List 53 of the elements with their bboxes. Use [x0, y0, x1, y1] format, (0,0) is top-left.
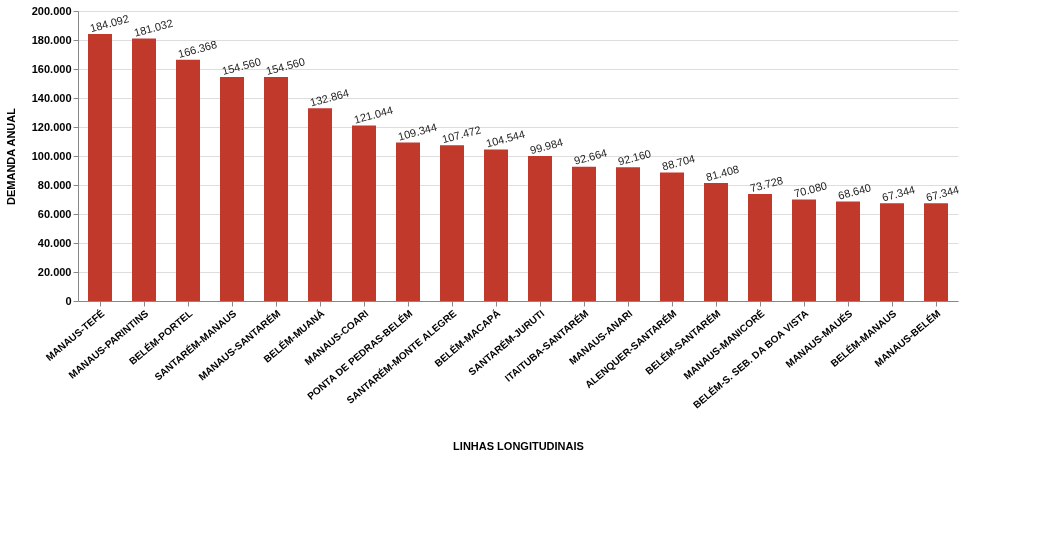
bar	[836, 201, 860, 301]
data-label: 154.560	[264, 55, 307, 78]
bar	[528, 156, 552, 301]
data-label: 104.544	[484, 127, 527, 150]
y-tick-label: 40.000	[37, 236, 72, 249]
bar	[704, 182, 728, 301]
data-label: 184.092	[88, 12, 131, 35]
data-label: 88.704	[660, 152, 697, 173]
bar	[924, 203, 948, 301]
bar	[484, 149, 508, 301]
data-label: 92.664	[572, 146, 609, 167]
bar	[616, 167, 640, 301]
data-label: 109.344	[396, 120, 439, 143]
y-tick-label: 0	[65, 294, 72, 307]
data-label: 68.640	[836, 181, 873, 202]
bar	[792, 199, 816, 301]
bar	[572, 166, 596, 301]
data-label: 132.864	[308, 86, 351, 109]
bar	[880, 203, 904, 301]
bar	[308, 108, 332, 301]
bar	[748, 194, 772, 301]
data-label: 181.032	[132, 16, 175, 39]
bar	[660, 172, 684, 301]
data-label: 81.408	[704, 162, 741, 184]
data-label: 92.160	[616, 147, 653, 168]
data-label: 154.560	[220, 55, 263, 78]
y-tick-label: 80.000	[37, 178, 72, 191]
y-tick-label: 140.000	[31, 91, 72, 104]
data-label: 67.344	[880, 183, 917, 204]
y-tick-label: 20.000	[37, 265, 72, 278]
data-label: 107.472	[440, 123, 483, 146]
y-tick-label: 100.000	[31, 149, 72, 162]
y-tick-label: 60.000	[37, 207, 72, 220]
bar	[132, 38, 156, 301]
bar	[88, 34, 112, 301]
y-tick-label: 200.000	[31, 4, 72, 17]
data-label: 73.728	[748, 173, 785, 195]
data-label: 99.984	[528, 135, 565, 157]
bar	[440, 145, 464, 301]
y-tick-label: 120.000	[31, 120, 72, 133]
bar	[220, 76, 244, 301]
bar	[176, 59, 200, 301]
x-axis-title: LINHAS LONGITUDINAIS	[453, 440, 584, 453]
data-label: 166.368	[176, 38, 219, 60]
bar	[264, 76, 288, 301]
data-label: 121.044	[352, 103, 395, 126]
y-tick-label: 160.000	[31, 62, 72, 75]
y-tick-label: 180.000	[31, 33, 72, 46]
bar	[352, 125, 376, 301]
y-axis-title: DEMANDA ANUAL	[4, 107, 17, 205]
bar	[396, 142, 420, 301]
data-label: 67.344	[924, 183, 961, 204]
data-label: 70.080	[792, 179, 829, 200]
